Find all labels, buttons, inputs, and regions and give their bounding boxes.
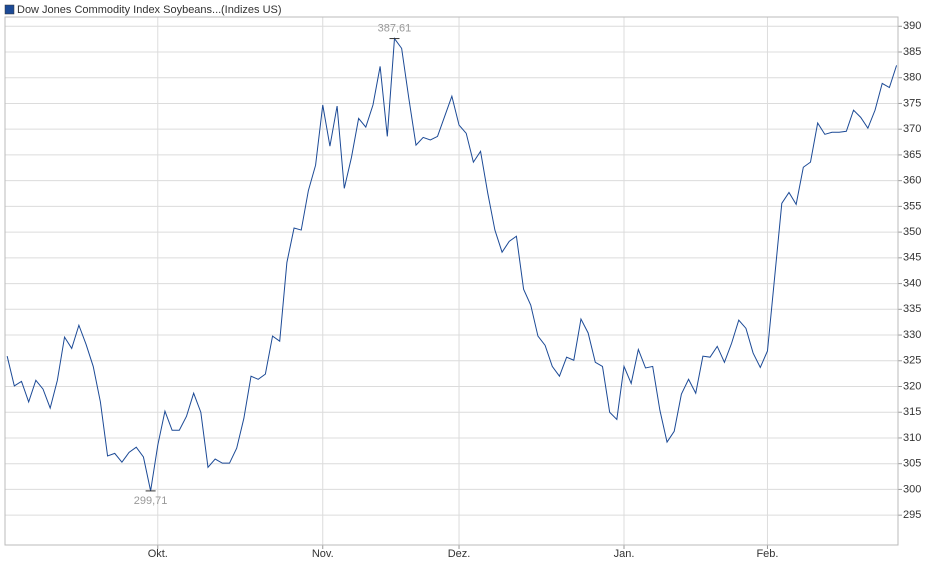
x-tick-label: Feb. (756, 548, 778, 560)
subtitle: (Indizes US) (221, 4, 282, 16)
y-tick-label: 305 (903, 458, 921, 470)
y-tick-label: 355 (903, 200, 921, 212)
y-tick-label: 320 (903, 380, 921, 392)
y-tick-label: 370 (903, 123, 921, 135)
y-tick-label: 315 (903, 406, 921, 418)
annotation: 299,71 (134, 495, 168, 507)
y-tick-label: 390 (903, 20, 921, 32)
series-line (6, 37, 898, 492)
y-tick-label: 340 (903, 277, 921, 289)
annotation: 387,61 (378, 22, 412, 34)
y-tick-label: 295 (903, 509, 921, 521)
x-tick-label: Dez. (448, 548, 471, 560)
y-tick-label: 385 (903, 46, 921, 58)
y-tick-label: 310 (903, 432, 921, 444)
plot-frame (4, 16, 899, 546)
x-tick-label: Okt. (148, 548, 168, 560)
y-tick-label: 360 (903, 175, 921, 187)
y-tick-label: 345 (903, 252, 921, 264)
y-tick-label: 365 (903, 149, 921, 161)
y-tick-label: 300 (903, 483, 921, 495)
x-tick-label: Jan. (614, 548, 635, 560)
y-tick-label: 325 (903, 355, 921, 367)
y-tick-label: 350 (903, 226, 921, 238)
legend-label: Dow Jones Commodity Index Soybeans... (17, 4, 221, 16)
y-tick-label: 330 (903, 329, 921, 341)
y-tick-label: 375 (903, 97, 921, 109)
y-tick-label: 380 (903, 72, 921, 84)
y-tick-label: 335 (903, 303, 921, 315)
legend-swatch (4, 4, 15, 15)
x-tick-label: Nov. (312, 548, 334, 560)
